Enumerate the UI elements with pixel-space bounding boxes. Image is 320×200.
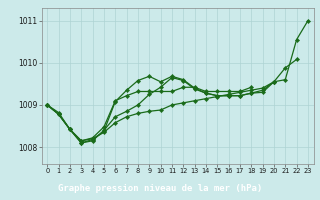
Text: Graphe pression niveau de la mer (hPa): Graphe pression niveau de la mer (hPa) [58, 184, 262, 193]
